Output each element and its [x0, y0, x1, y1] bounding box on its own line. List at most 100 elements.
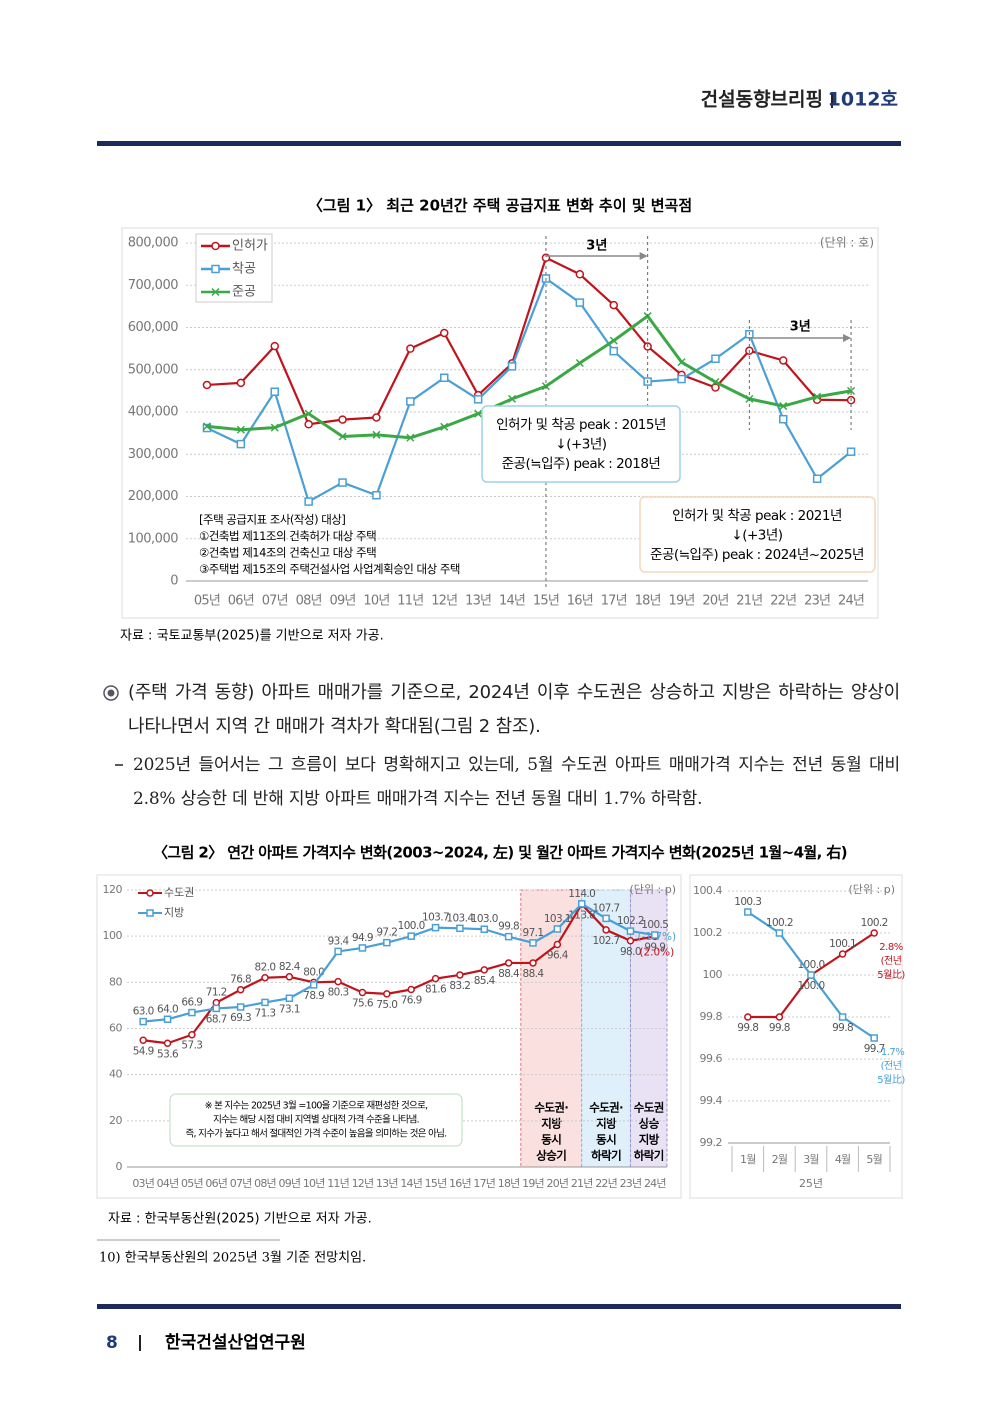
data-point	[575, 298, 585, 307]
x-tick-label: 08년	[296, 594, 322, 609]
data-point	[504, 932, 513, 941]
data-point	[406, 433, 415, 442]
data-point	[383, 990, 391, 998]
header-title: 건설동향브리핑	[701, 89, 823, 111]
data-point	[431, 974, 440, 983]
data-label: 63.0	[133, 1006, 154, 1018]
data-label: 69.3	[230, 1012, 251, 1024]
data-point	[838, 1013, 847, 1021]
data-label: 66.9	[181, 997, 202, 1009]
bullet-paragraph: (주택 가격 동향) 아파트 매매가를 기준으로, 2024년 이후 수도권은 …	[128, 682, 900, 737]
x-tick-label: 06년	[205, 1177, 227, 1190]
y-tick-label: 60	[109, 1022, 122, 1035]
y-tick-label: 400,000	[128, 405, 178, 420]
data-point	[304, 497, 313, 506]
data-point	[775, 1013, 784, 1021]
data-point	[211, 241, 220, 251]
data-point	[473, 395, 483, 404]
y-tick-label: 100,000	[128, 531, 178, 546]
data-point	[146, 889, 154, 897]
data-label: 68.7	[206, 1013, 227, 1025]
x-tick-label: 16년	[567, 594, 593, 609]
period-label: 상승	[639, 1117, 660, 1131]
y-tick-label: 0	[116, 1160, 123, 1173]
data-point	[139, 1036, 147, 1045]
callout-box	[639, 496, 876, 573]
period-label: 수도권·	[589, 1101, 623, 1115]
data-label: 99.8	[832, 1022, 853, 1034]
x-tick-label: 22년	[770, 594, 796, 609]
data-point	[711, 377, 720, 387]
data-point	[334, 947, 342, 956]
period-label: 동시	[596, 1133, 616, 1147]
note-text: ③주택법 제15조의 주택건설사업 사업계획승인 대상 주택	[199, 562, 460, 576]
data-label: 78.9	[303, 990, 324, 1002]
data-point	[431, 923, 440, 932]
data-label: 82.0	[255, 962, 276, 974]
data-label: 96.4	[547, 949, 569, 961]
data-point	[383, 938, 391, 947]
period-label: 하락기	[634, 1149, 664, 1163]
data-point	[577, 900, 586, 908]
span-label: 3년	[586, 239, 607, 254]
legend-label: 수도권	[164, 886, 194, 899]
data-label: 75.6	[352, 997, 374, 1009]
data-point	[609, 300, 618, 310]
data-point	[202, 380, 212, 390]
unit-label: (단위 : p)	[629, 883, 676, 896]
data-point	[261, 998, 269, 1007]
data-label: 99.8	[498, 921, 519, 933]
x-tick-label: 11년	[397, 594, 423, 609]
data-point	[406, 397, 415, 406]
x-tick-label: 16년	[449, 1177, 471, 1190]
note-text: ①건축법 제11조의 건축허가 대상 주택	[199, 529, 376, 543]
series-line	[143, 902, 655, 1023]
data-point	[602, 926, 610, 934]
x-tick-label: 11년	[327, 1177, 349, 1190]
bullet-icon-dot	[107, 689, 115, 697]
x-tick-label: 12년	[352, 1177, 374, 1190]
x-tick-label: 24년	[838, 594, 864, 609]
data-point	[163, 1015, 172, 1024]
data-point	[651, 931, 659, 939]
period-label: 지방	[596, 1117, 617, 1131]
data-point	[212, 1004, 221, 1013]
callout-text: 인허가 및 착공 peak : 2021년	[672, 508, 842, 524]
period-label: 수도권	[634, 1101, 664, 1115]
data-point	[139, 1017, 147, 1026]
data-point	[779, 402, 788, 411]
note-text: ②건축법 제14조의 건축신고 대상 주택	[199, 546, 376, 560]
data-label: 83.2	[449, 980, 470, 992]
x-tick-label: 13년	[376, 1177, 398, 1190]
data-point	[270, 387, 279, 396]
data-label: 102.7	[593, 935, 620, 947]
period-label: 동시	[541, 1133, 561, 1147]
data-point	[504, 959, 513, 967]
data-point	[807, 971, 815, 979]
x-tick-label: 21년	[571, 1177, 593, 1190]
footer-rule	[97, 1304, 901, 1309]
span-arrowhead	[843, 334, 852, 342]
data-label: 100.5	[641, 919, 668, 931]
x-tick-label: 18년	[635, 594, 661, 609]
x-tick-label: 10년	[303, 1177, 325, 1190]
y-tick-label: 40	[109, 1068, 122, 1081]
x-tick-label: 21년	[736, 594, 762, 609]
header-issue: 1012호	[828, 89, 898, 111]
data-label: 100.1	[829, 938, 856, 950]
data-label: 103.7	[422, 912, 449, 924]
x-tick-label: 06년	[228, 594, 254, 609]
x-tick-label: 18년	[498, 1177, 520, 1190]
figure-title: 〈그림 2〉 연간 아파트 가격지수 변화(2003~2024, 左) 및 월간…	[153, 844, 847, 862]
data-label: 100.3	[734, 896, 761, 908]
change-label: 2.8%	[879, 942, 902, 953]
x-tick-label: 05년	[194, 594, 220, 609]
header-rule	[97, 141, 901, 146]
data-label: 82.4	[279, 961, 301, 973]
x-tick-label: 1월	[740, 1153, 756, 1166]
chart-frame	[689, 874, 903, 1199]
x-tick-label: 04년	[157, 1177, 179, 1190]
x-tick-label: 07년	[262, 594, 288, 609]
x-tick-label: 22년	[595, 1177, 617, 1190]
